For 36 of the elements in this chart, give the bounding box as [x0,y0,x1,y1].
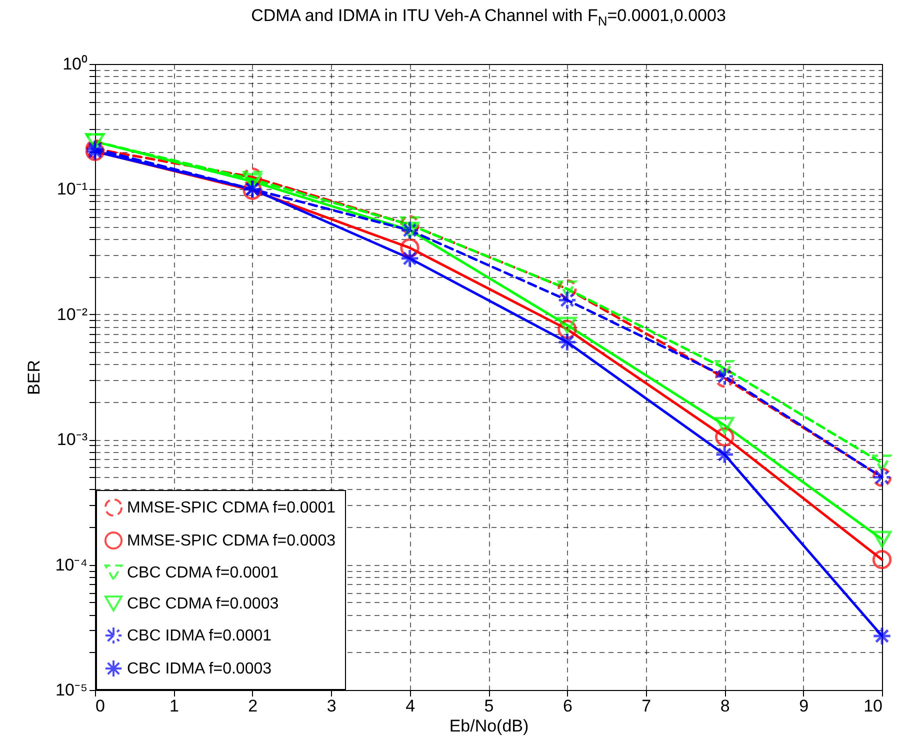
x-tick-label: 4 [406,696,416,716]
point [400,248,420,268]
point [872,530,892,548]
point [872,626,892,646]
legend-label: CBC CDMA f=0.0003 [127,596,279,612]
y-tick-label: 10⁻³ [56,430,88,450]
legend-label: CBC IDMA f=0.0001 [127,628,272,644]
y-axis-title: BER [24,360,44,395]
point [558,290,577,310]
point [558,316,577,334]
point [714,416,734,434]
legend-label: CBC CDMA f=0.0001 [127,564,279,582]
x-tick-label: 10 [864,696,882,716]
x-axis-title: Eb/No(dB) [449,716,529,736]
y-tick-label: 10⁻¹ [56,180,88,199]
legend-label: MMSE-SPIC CDMA f=0.0001 [127,500,336,516]
y-tick-label: 10⁻⁵ [56,680,88,700]
x-tick-label: 2 [248,696,258,716]
y-tick-label: 10⁻² [56,304,88,324]
point [558,332,577,352]
point [714,444,734,464]
legend-label: MMSE-SPIC CDMA f=0.0003 [127,532,336,550]
x-tick-label: 3 [326,696,336,716]
legend-label: CBC IDMA f=0.0003 [127,660,272,678]
x-tick-label: 5 [484,696,494,716]
chart-title: CDMA and IDMA in ITU Veh-A Channel with F$_{N}$=0.0001,0.0003 [250,6,727,28]
y-tick-label: 10⁻⁴ [55,555,88,574]
x-tick-label: 0 [96,696,105,716]
point [872,454,892,472]
x-tick-label: 1 [169,696,179,716]
x-tick-label: 7 [642,696,652,716]
x-tick-label: 6 [562,696,572,716]
point [872,550,892,570]
x-tick-label: 8 [720,696,730,716]
x-tick-label: 9 [799,696,809,716]
y-tick-label: 10⁰ [62,54,88,74]
